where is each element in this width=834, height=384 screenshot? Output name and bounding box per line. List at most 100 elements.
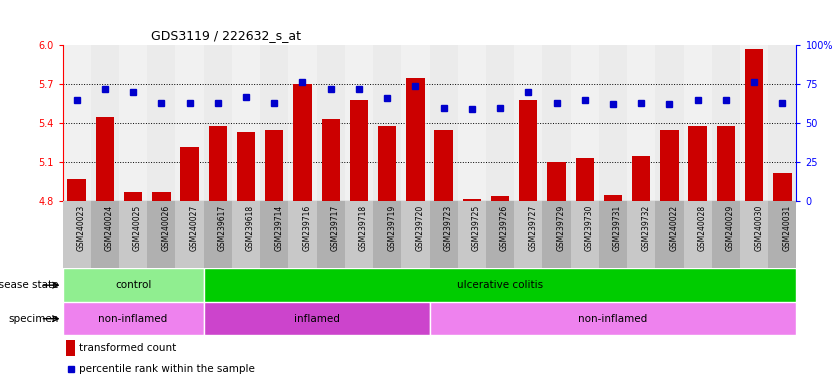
Bar <box>260 45 289 201</box>
Text: ulcerative colitis: ulcerative colitis <box>457 280 543 290</box>
Bar <box>519 100 537 201</box>
Bar <box>406 78 425 201</box>
Bar <box>66 340 75 356</box>
Bar <box>152 192 170 201</box>
Bar <box>401 201 430 268</box>
Text: GSM239729: GSM239729 <box>556 205 565 251</box>
Bar <box>740 201 768 268</box>
Bar <box>349 100 368 201</box>
Bar <box>435 130 453 201</box>
Text: inflamed: inflamed <box>294 314 339 324</box>
Bar <box>148 201 175 268</box>
Text: GSM239720: GSM239720 <box>415 205 425 251</box>
Bar <box>344 45 373 201</box>
Bar <box>203 201 232 268</box>
Bar <box>716 126 735 201</box>
Bar <box>656 201 684 268</box>
Bar <box>91 45 119 201</box>
Bar <box>463 199 481 201</box>
Bar <box>575 158 594 201</box>
Text: GSM239730: GSM239730 <box>585 205 594 251</box>
Bar <box>604 195 622 201</box>
Bar <box>768 45 796 201</box>
Text: GSM239719: GSM239719 <box>387 205 396 251</box>
Bar <box>232 45 260 201</box>
Bar <box>344 201 373 268</box>
Bar <box>768 201 796 268</box>
Bar <box>232 201 260 268</box>
Bar <box>430 201 458 268</box>
Bar <box>124 192 143 201</box>
Bar <box>570 201 599 268</box>
Bar <box>684 45 711 201</box>
Bar <box>491 196 510 201</box>
Bar <box>203 268 796 302</box>
Text: GSM240023: GSM240023 <box>77 205 86 251</box>
Bar <box>627 201 656 268</box>
Bar <box>711 201 740 268</box>
Bar <box>317 45 344 201</box>
Text: GSM240029: GSM240029 <box>726 205 735 251</box>
Text: GDS3119 / 222632_s_at: GDS3119 / 222632_s_at <box>151 29 300 42</box>
Text: GSM240024: GSM240024 <box>105 205 114 251</box>
Text: GSM240027: GSM240027 <box>189 205 198 251</box>
Text: GSM240030: GSM240030 <box>754 205 763 251</box>
Bar <box>570 45 599 201</box>
Bar <box>632 156 651 201</box>
Bar <box>684 201 711 268</box>
Text: GSM240026: GSM240026 <box>161 205 170 251</box>
Bar <box>119 45 148 201</box>
Text: GSM240031: GSM240031 <box>782 205 791 251</box>
Bar <box>515 45 542 201</box>
Bar <box>627 45 656 201</box>
Bar <box>401 45 430 201</box>
Text: GSM239617: GSM239617 <box>218 205 227 251</box>
Text: GSM239726: GSM239726 <box>500 205 509 251</box>
Bar <box>599 45 627 201</box>
Text: transformed count: transformed count <box>78 343 176 353</box>
Text: disease state: disease state <box>0 280 58 290</box>
Bar <box>547 162 565 201</box>
Bar <box>289 45 317 201</box>
Bar <box>430 45 458 201</box>
Bar <box>661 130 679 201</box>
Text: GSM239723: GSM239723 <box>444 205 453 251</box>
Bar <box>260 201 289 268</box>
Bar <box>148 45 175 201</box>
Text: control: control <box>115 280 151 290</box>
Bar <box>294 84 312 201</box>
Bar <box>458 201 486 268</box>
Text: GSM239718: GSM239718 <box>359 205 368 251</box>
Bar <box>63 268 203 302</box>
Bar <box>515 201 542 268</box>
Text: GSM239725: GSM239725 <box>472 205 481 251</box>
Bar <box>656 45 684 201</box>
Text: GSM240028: GSM240028 <box>698 205 706 251</box>
Bar <box>208 126 227 201</box>
Bar <box>322 119 340 201</box>
Text: GSM239618: GSM239618 <box>246 205 255 251</box>
Text: GSM239716: GSM239716 <box>303 205 311 251</box>
Bar <box>289 201 317 268</box>
Bar <box>63 45 91 201</box>
Text: GSM239731: GSM239731 <box>613 205 622 251</box>
Bar <box>317 201 344 268</box>
Bar <box>599 201 627 268</box>
Bar <box>63 201 91 268</box>
Bar <box>373 45 401 201</box>
Text: GSM240025: GSM240025 <box>133 205 142 251</box>
Text: GSM240022: GSM240022 <box>670 205 678 251</box>
Text: GSM239717: GSM239717 <box>331 205 339 251</box>
Bar <box>68 179 86 201</box>
Text: GSM239714: GSM239714 <box>274 205 284 251</box>
Bar <box>458 45 486 201</box>
Text: GSM239732: GSM239732 <box>641 205 651 251</box>
Bar <box>542 45 570 201</box>
Bar <box>91 201 119 268</box>
Bar <box>203 302 430 336</box>
Bar <box>180 147 198 201</box>
Bar <box>373 201 401 268</box>
Bar <box>96 117 114 201</box>
Bar <box>740 45 768 201</box>
Bar <box>689 126 707 201</box>
